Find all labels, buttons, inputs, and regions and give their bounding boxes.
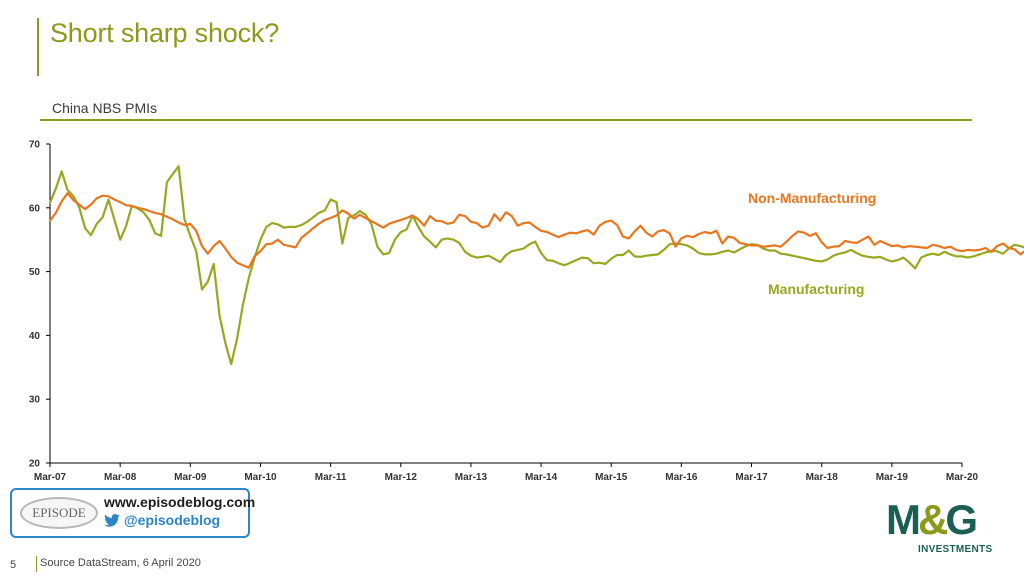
y-tick-label: 70 [29,140,41,151]
blog-url-link[interactable]: www.episodeblog.com [104,494,256,510]
mg-investments-logo: M&G INVESTMENTS [884,496,994,558]
x-tick-label: Mar-08 [104,472,137,483]
chart-series [48,165,1024,366]
episode-seal-logo: EPISODE [20,497,98,529]
x-tick-label: Mar-19 [876,472,909,483]
x-tick-label: Mar-17 [735,472,768,483]
subtitle-rule [40,119,972,121]
source-note: Source DataStream, 6 April 2020 [40,557,201,569]
twitter-bird-icon [104,514,120,527]
logo-wordmark: M&G [886,496,978,543]
episode-blog-badge[interactable]: EPISODE www.episodeblog.com @episodeblog [10,488,255,538]
x-tick-label: Mar-18 [806,472,839,483]
footer-rule [36,556,37,572]
x-tick-label: Mar-07 [34,472,67,483]
page-number: 5 [10,559,17,571]
x-tick-label: Mar-16 [665,472,698,483]
series-label-manufacturing: Manufacturing [768,281,864,297]
y-tick-label: 40 [29,331,41,342]
series-line-non-manufacturing [48,192,1024,269]
slide-title: Short sharp shock? [50,18,280,48]
series-label-non-manufacturing: Non-Manufacturing [748,190,876,206]
x-tick-label: Mar-14 [525,472,558,483]
title-accent-rule [37,18,39,76]
x-tick-label: Mar-09 [174,472,207,483]
x-tick-label: Mar-10 [244,472,277,483]
chart-axes: 20 30 40 50 60 70 Mar-07 Mar-08 Mar-09 Mar-10 Mar-… [29,140,979,484]
x-tick-label: Mar-15 [595,472,628,483]
y-tick-label: 30 [29,395,41,406]
y-tick-label: 20 [29,459,41,470]
x-tick-label: Mar-13 [455,472,488,483]
x-tick-label: Mar-20 [946,472,979,483]
chart-subtitle: China NBS PMIs [52,100,158,116]
series-line-manufacturing [48,165,1024,366]
x-tick-label: Mar-11 [315,472,347,483]
y-tick-label: 50 [29,267,41,278]
logo-subtitle: INVESTMENTS [918,544,993,555]
twitter-handle-link[interactable]: @episodeblog [124,512,221,528]
y-tick-label: 60 [29,203,41,214]
x-tick-label: Mar-12 [385,472,418,483]
